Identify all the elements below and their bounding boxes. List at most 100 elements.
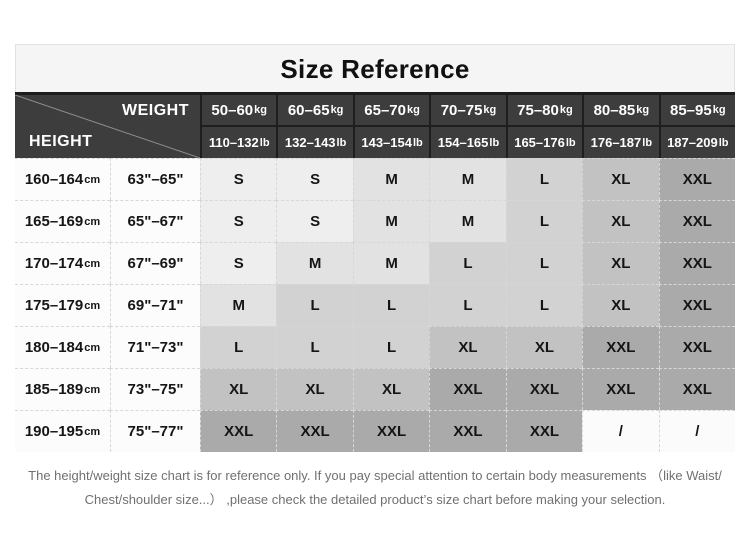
height-cm-value: 165–169	[24, 213, 84, 230]
height-cm-cell: 180–184 cm	[15, 326, 110, 368]
lb-unit: lb	[336, 136, 347, 149]
size-table: WEIGHT HEIGHT 50–60 kg 60–65 kg 65–70 kg 70…	[15, 92, 735, 452]
height-cm-value: 190–195	[24, 423, 84, 440]
weight-kg-header-cell: 50–60 kg	[200, 95, 277, 127]
page-title: Size Reference	[15, 44, 735, 95]
weight-lb-value: 143–154	[361, 135, 412, 150]
height-cm-cell: 190–195 cm	[15, 410, 110, 452]
kg-unit: kg	[483, 104, 497, 116]
size-cell: L	[505, 158, 583, 200]
height-in-cell: 69"–71"	[110, 284, 200, 326]
size-cell: /	[582, 410, 659, 452]
weight-kg-value: 80–85	[593, 101, 636, 119]
size-cell: XXL	[200, 410, 277, 452]
height-in-cell: 73"–75"	[110, 368, 200, 410]
size-cell: M	[276, 242, 353, 284]
kg-unit: kg	[254, 104, 267, 116]
kg-unit: kg	[636, 104, 650, 116]
weight-lb-value: 187–209	[667, 135, 718, 150]
weight-lb-header-cell: 132–143 lb	[276, 127, 353, 158]
size-cell: L	[429, 284, 506, 326]
kg-unit: kg	[407, 104, 420, 116]
size-cell: S	[276, 200, 353, 242]
size-cell: XXL	[658, 326, 735, 368]
diagonal-divider-line	[15, 95, 200, 158]
weight-lb-value: 154–165	[437, 135, 489, 150]
height-in-cell: 63"–65"	[110, 158, 200, 200]
weight-kg-value: 65–70	[364, 101, 406, 119]
cm-unit: cm	[84, 215, 101, 228]
weight-kg-header-cell: 65–70 kg	[352, 95, 430, 127]
weight-lb-value: 176–187	[590, 135, 642, 150]
height-cm-value: 185–189	[24, 381, 84, 398]
height-cm-value: 175–179	[24, 297, 84, 314]
size-cell: XL	[582, 284, 659, 326]
size-cell: XL	[200, 368, 277, 410]
lb-unit: lb	[565, 136, 576, 149]
corner-header: WEIGHT HEIGHT	[15, 95, 200, 158]
size-cell: XXL	[658, 284, 735, 326]
lb-unit: lb	[412, 136, 423, 149]
weight-kg-header-cell: 80–85 kg	[582, 95, 659, 127]
size-cell: S	[200, 200, 277, 242]
cm-unit: cm	[84, 173, 101, 186]
size-cell: S	[200, 242, 277, 284]
height-cm-cell: 185–189 cm	[15, 368, 110, 410]
size-cell: XXL	[658, 200, 735, 242]
height-in-cell: 71"–73"	[110, 326, 200, 368]
height-in-cell: 65"–67"	[110, 200, 200, 242]
size-cell: XL	[505, 326, 583, 368]
weight-lb-header-cell: 110–132 lb	[200, 127, 277, 158]
size-cell: /	[658, 410, 735, 452]
height-in-cell: 75"–77"	[110, 410, 200, 452]
size-cell: XXL	[505, 410, 583, 452]
weight-lb-value: 110–132	[208, 135, 259, 150]
weight-kg-value: 60–65	[287, 101, 330, 119]
size-cell: XXL	[582, 326, 659, 368]
weight-kg-header-cell: 75–80 kg	[505, 95, 583, 127]
disclaimer-line-2: Chest/shoulder size...） ,please check th…	[84, 492, 666, 507]
weight-lb-header-cell: 187–209 lb	[658, 127, 735, 158]
height-cm-cell: 175–179 cm	[15, 284, 110, 326]
height-axis-label: HEIGHT	[29, 133, 93, 150]
size-cell: S	[200, 158, 277, 200]
weight-kg-header-cell: 70–75 kg	[429, 95, 506, 127]
cm-unit: cm	[84, 299, 101, 312]
page-title-text: Size Reference	[280, 54, 470, 84]
lb-unit: lb	[642, 136, 653, 149]
weight-lb-header-cell: 176–187 lb	[582, 127, 659, 158]
weight-kg-value: 85–95	[670, 101, 712, 119]
size-cell: XL	[352, 368, 430, 410]
size-cell: XXL	[352, 410, 430, 452]
weight-kg-value: 50–60	[211, 101, 254, 119]
disclaimer-text: The height/weight size chart is for refe…	[0, 464, 750, 512]
size-cell: L	[276, 326, 353, 368]
cm-unit: cm	[84, 383, 101, 396]
kg-unit: kg	[559, 104, 573, 116]
disclaimer-line-1: The height/weight size chart is for refe…	[28, 468, 722, 483]
weight-lb-header-cell: 165–176 lb	[505, 127, 583, 158]
weight-kg-header-cell: 60–65 kg	[276, 95, 353, 127]
size-cell: L	[352, 326, 430, 368]
cm-unit: cm	[84, 257, 101, 270]
size-cell: L	[200, 326, 277, 368]
size-cell: L	[276, 284, 353, 326]
size-cell: XXL	[658, 242, 735, 284]
size-cell: L	[505, 284, 583, 326]
height-cm-cell: 170–174 cm	[15, 242, 110, 284]
weight-lb-header-cell: 154–165 lb	[429, 127, 506, 158]
size-cell: XL	[429, 326, 506, 368]
size-cell: L	[505, 242, 583, 284]
size-cell: XXL	[658, 368, 735, 410]
size-cell: L	[352, 284, 430, 326]
height-cm-cell: 165–169 cm	[15, 200, 110, 242]
size-cell: M	[352, 200, 430, 242]
kg-unit: kg	[330, 104, 344, 116]
size-cell: XXL	[505, 368, 583, 410]
size-cell: M	[352, 158, 430, 200]
size-cell: XL	[582, 242, 659, 284]
lb-unit: lb	[718, 136, 729, 149]
size-cell: XXL	[582, 368, 659, 410]
weight-kg-header-cell: 85–95 kg	[658, 95, 735, 127]
size-cell: M	[200, 284, 277, 326]
